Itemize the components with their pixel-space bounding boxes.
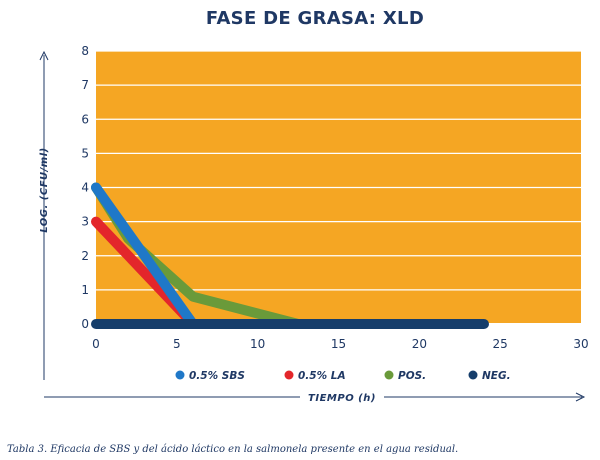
x-tick-label: 0 xyxy=(92,337,100,351)
legend-marker-pos xyxy=(384,370,394,380)
legend-marker-neg xyxy=(468,370,478,380)
legend-marker-0-5-sbs xyxy=(175,370,185,380)
x-axis-label: TIEMPO (h) xyxy=(308,393,376,404)
x-tick-label: 15 xyxy=(331,337,346,351)
x-axis-label-bg xyxy=(300,390,384,404)
legend-label-pos: POS. xyxy=(398,370,426,382)
y-tick-label: 7 xyxy=(81,78,89,92)
y-tick-label: 0 xyxy=(81,317,89,331)
legend-marker-0-5-la xyxy=(284,370,294,380)
y-axis-arrow xyxy=(39,50,49,61)
gridlines xyxy=(96,50,581,291)
legend: 0.5% SBS 0.5% LA POS. NEG. xyxy=(175,370,511,382)
series-line-0-5-sbs xyxy=(91,182,198,329)
series-lines xyxy=(91,182,489,329)
x-tick-labels: 0 5 10 15 20 25 30 xyxy=(92,337,588,351)
x-tick-label: 30 xyxy=(573,337,588,351)
y-tick-label: 2 xyxy=(81,249,89,263)
legend-label-0-5-sbs: 0.5% SBS xyxy=(189,370,245,382)
x-axis-arrow xyxy=(575,392,586,402)
y-tick-label: 1 xyxy=(81,283,89,297)
figure-caption: Tabla 3. Eficacia de SBS y del ácido lác… xyxy=(7,444,459,455)
x-tick-label: 25 xyxy=(493,337,508,351)
x-tick-label: 10 xyxy=(250,337,265,351)
chart: FASE DE GRASA: XLD 0 1 2 3 4 5 6 7 8 0 5 10 15 20 25 3… xyxy=(39,8,589,404)
x-tick-label: 20 xyxy=(412,337,427,351)
chart-title: FASE DE GRASA: XLD xyxy=(206,8,424,29)
y-tick-label: 4 xyxy=(81,181,89,195)
y-tick-labels: 0 1 2 3 4 5 6 7 8 xyxy=(81,44,89,331)
y-tick-label: 8 xyxy=(81,44,89,58)
y-tick-label: 5 xyxy=(81,146,89,160)
legend-label-0-5-la: 0.5% LA xyxy=(298,370,346,382)
x-tick-label: 5 xyxy=(173,337,181,351)
y-axis-label: LOG. (CFU/ml) xyxy=(39,147,50,232)
y-tick-label: 3 xyxy=(81,215,89,229)
legend-label-neg: NEG. xyxy=(482,370,511,382)
y-tick-label: 6 xyxy=(81,112,89,126)
